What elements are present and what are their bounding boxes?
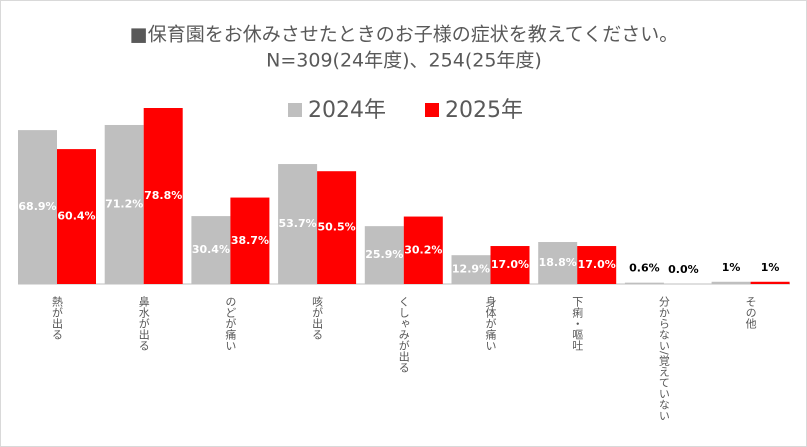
x-tick-label: その他 (744, 296, 757, 329)
value-label: 1% (761, 261, 780, 274)
x-tick-label: 熱が出る (51, 296, 64, 340)
value-label: 12.9% (452, 263, 490, 276)
value-label: 30.4% (192, 243, 230, 256)
bar (317, 171, 357, 284)
bar (750, 281, 790, 284)
value-label: 60.4% (57, 210, 95, 223)
value-label: 0.6% (629, 262, 660, 275)
value-label: 25.9% (365, 248, 403, 261)
value-label: 50.5% (318, 221, 356, 234)
value-label: 18.8% (539, 256, 577, 269)
x-tick-label: 咳が出る (311, 295, 324, 340)
bar (403, 216, 443, 284)
bar (538, 242, 578, 284)
value-label: 38.7% (231, 234, 269, 247)
legend-swatch (425, 103, 439, 117)
x-tick-label: 分からない/覚えていない (657, 296, 670, 421)
chart-subtitle: N=309(24年度)、254(25年度) (266, 50, 542, 72)
value-label: 53.7% (279, 217, 317, 230)
bar (143, 108, 183, 284)
bar (278, 164, 318, 284)
x-tick-label: くしゃみが出る (397, 296, 410, 373)
bar (577, 246, 617, 284)
bar (711, 281, 751, 284)
value-label: 68.9% (18, 200, 56, 213)
value-label: 0.0% (668, 263, 699, 276)
value-label: 30.2% (404, 243, 442, 256)
x-tick-label: 身体が痛い (484, 295, 497, 351)
bar (57, 149, 96, 284)
bar (191, 216, 231, 284)
x-tick-label: 下痢・嘔吐 (571, 296, 584, 351)
legend-label: 2025年 (445, 98, 523, 123)
bar (451, 255, 491, 284)
x-tick-label: 鼻水が出る (137, 295, 150, 351)
bar (364, 226, 404, 284)
bar (624, 282, 664, 284)
bar (490, 246, 530, 284)
bar (104, 124, 144, 285)
value-label: 78.8% (144, 189, 182, 202)
bar (18, 130, 57, 284)
value-label: 71.2% (105, 197, 143, 210)
value-label: 1% (722, 261, 741, 274)
chart-title: ■保育園をお休みさせたときのお子様の症状を教えてください。 (130, 24, 678, 46)
value-label: 17.0% (491, 258, 529, 271)
legend-label: 2024年 (308, 98, 386, 123)
legend-swatch (288, 103, 302, 117)
x-tick-label: のどが痛い (224, 296, 237, 351)
value-label: 17.0% (578, 258, 616, 271)
bar (230, 197, 270, 284)
